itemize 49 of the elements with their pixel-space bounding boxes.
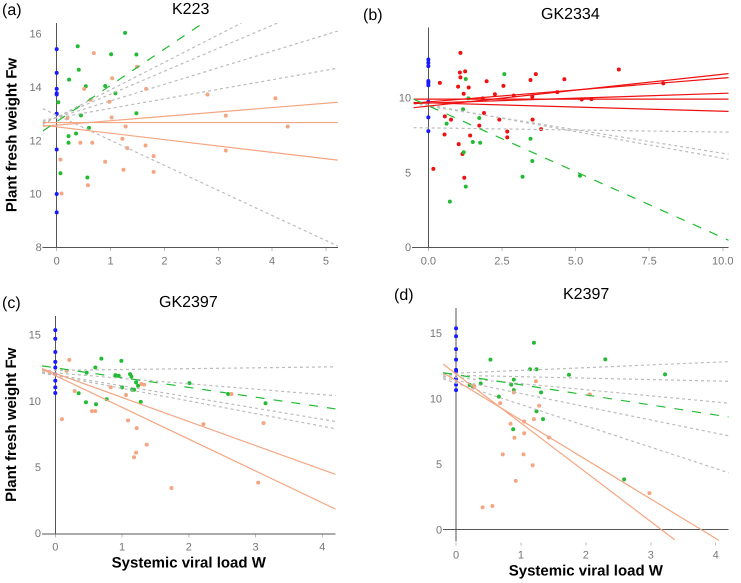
x-axis-title: Systemic viral load W [508,562,664,580]
text: (b) [363,7,383,24]
y-tick-label: 16 [29,28,42,41]
x-tick-label: 2 [186,542,192,554]
x-tick-label: 5.0 [568,255,584,268]
x-axis-title: Systemic viral load W [112,554,267,572]
x-tick-label: 1 [107,255,114,268]
x-tick-label: 2.5 [494,255,510,268]
x-tick-label: 2 [161,255,168,268]
text: (c) [2,295,21,312]
x-tick-label: 4 [269,255,276,268]
y-tick-label: 10 [29,188,42,201]
y-tick-label: 5 [34,462,41,474]
x-tick-label: 5 [322,255,330,268]
y-tick-label: 5 [405,167,412,180]
chart-title: GK2397 [159,294,218,311]
x-tick-label: 4 [712,550,719,562]
y-tick-label: 12 [29,135,42,148]
x-tick-label: 3 [648,550,654,562]
chart-title: K2397 [563,286,610,303]
y-tick-label: 10 [28,396,41,408]
y-tick-label: 8 [36,242,42,254]
chart-title: GK2334 [541,6,600,23]
y-tick-label: 15 [28,330,41,342]
x-tick-label: 0 [452,550,460,562]
y-tick-label: 10 [430,393,442,406]
chart-title: K223 [172,1,210,18]
y-tick-label: 14 [29,82,42,94]
y-tick-label: 0 [436,524,442,536]
x-tick-label: 10.0 [712,255,734,268]
x-tick-label: 3 [252,542,259,554]
text: (a) [2,2,22,19]
y-tick-label: 0 [34,528,41,540]
y-tick-label: 15 [430,328,442,340]
x-tick-label: 0 [54,255,60,268]
y-tick-label: 5 [436,458,442,471]
x-tick-label: 3 [215,255,222,268]
x-tick-label: 0 [52,542,58,554]
y-tick-label: 0 [405,242,412,254]
y-axis-title: Plant fresh weight Fw [2,347,20,502]
x-tick-label: 1 [118,542,126,554]
y-axis-title: Plant fresh weight Fw [4,58,21,212]
x-tick-label: 0.0 [420,255,436,268]
y-tick-label: 10 [398,92,412,105]
x-tick-label: 4 [319,542,326,554]
x-tick-label: 2 [582,550,589,562]
text: (d) [394,287,414,304]
x-tick-label: 1 [518,550,524,562]
x-tick-label: 7.5 [642,255,657,268]
